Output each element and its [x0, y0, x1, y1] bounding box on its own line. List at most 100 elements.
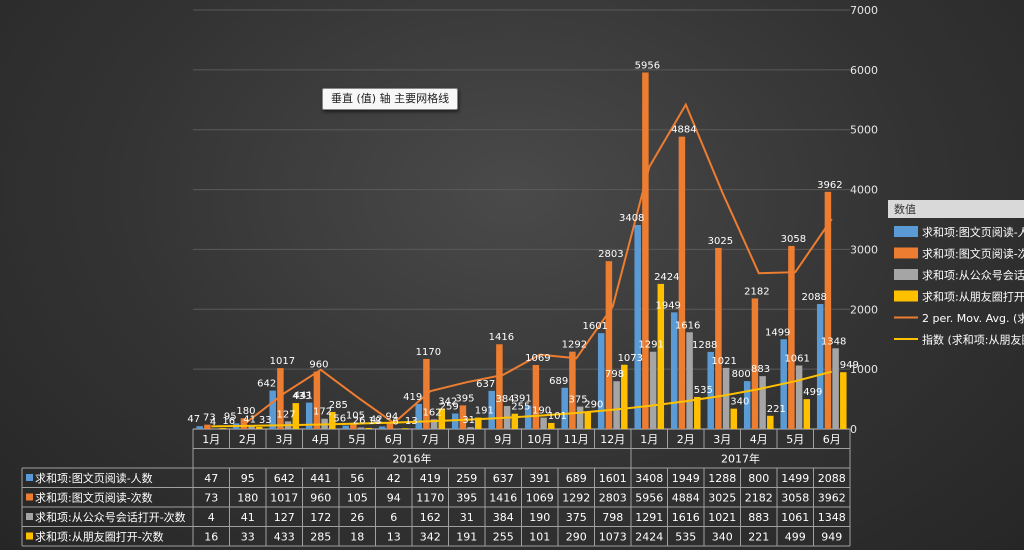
data-label-2: 1069: [525, 353, 550, 364]
bar-4: [365, 427, 373, 429]
data-label-3: 1348: [821, 336, 846, 347]
x-category-label: 1月: [640, 433, 658, 446]
table-cell: 105: [347, 492, 368, 505]
bar-4: [840, 372, 847, 429]
data-label-4: 221: [767, 404, 786, 415]
legend-title: 数值: [894, 203, 916, 216]
x-category-label: 5月: [348, 433, 366, 446]
data-label-3: 883: [751, 364, 770, 375]
table-cell: 5956: [635, 492, 663, 505]
bar-1: [743, 381, 751, 429]
y-tick-label: 5000: [850, 124, 878, 137]
table-cell: 1949: [672, 472, 700, 485]
data-label-2: 2182: [744, 286, 769, 297]
data-label-3: 375: [569, 395, 588, 406]
data-label-3: 26: [353, 415, 366, 426]
table-series-name: 求和项:从朋友圈打开-次数: [35, 530, 164, 544]
bar-4: [803, 399, 811, 429]
table-cell: 41: [241, 511, 255, 524]
data-label-2: 105: [346, 411, 365, 422]
table-series-name: 求和项:从公众号会话打开-次数: [35, 510, 186, 524]
data-label-1: 800: [732, 369, 751, 380]
y-tick-label: 0: [850, 423, 857, 436]
table-cell: 419: [420, 472, 441, 485]
bar-3: [540, 417, 547, 429]
table-cell: 26: [350, 511, 364, 524]
bar-1: [378, 426, 386, 429]
data-label-1: 419: [403, 392, 422, 403]
table-cell: 1073: [599, 531, 627, 544]
table-cell: 4: [208, 511, 215, 524]
bar-3: [795, 365, 803, 429]
bar-3: [357, 427, 365, 429]
data-label-4: 499: [803, 387, 822, 398]
data-label-4: 2424: [654, 272, 679, 283]
bar-1: [415, 403, 422, 429]
table-cell: 800: [748, 472, 769, 485]
data-label-3: 127: [277, 409, 296, 420]
table-legend-key: [26, 474, 33, 481]
bar-1: [816, 304, 824, 429]
data-label-2: 4884: [671, 125, 696, 136]
x-category-label: 3月: [713, 433, 731, 446]
x-group-label: 2016年: [393, 452, 432, 466]
bar-3: [722, 367, 730, 429]
data-label-4: 290: [584, 400, 603, 411]
data-label-2: 5956: [635, 60, 660, 71]
data-label-2: 960: [309, 360, 328, 371]
bar-4: [511, 413, 519, 429]
bar-2: [788, 245, 795, 429]
bar-4: [438, 408, 446, 429]
table-cell: 172: [310, 511, 331, 524]
table-cell: 1288: [708, 472, 736, 485]
table-cell: 162: [420, 511, 441, 524]
data-label-4: 949: [840, 360, 859, 371]
table-cell: 499: [785, 531, 806, 544]
table-cell: 2424: [635, 531, 663, 544]
table-cell: 1061: [781, 511, 809, 524]
data-label-3: 190: [532, 406, 551, 417]
table-cell: 1601: [599, 472, 627, 485]
bar-4: [475, 417, 482, 429]
table-cell: 2803: [599, 492, 627, 505]
bar-3: [759, 376, 766, 429]
data-label-1: 391: [513, 394, 532, 405]
table-cell: 94: [387, 492, 401, 505]
data-label-3: 798: [605, 369, 624, 380]
table-cell: 689: [566, 472, 587, 485]
x-category-label: 1月: [202, 433, 220, 446]
legend-swatch-bar: [894, 290, 918, 302]
table-cell: 395: [456, 492, 477, 505]
table-cell: 441: [310, 472, 331, 485]
table-cell: 1291: [635, 511, 663, 524]
bar-2: [496, 344, 503, 429]
table-cell: 42: [387, 472, 401, 485]
data-label-4: 33: [259, 415, 272, 426]
table-cell: 1416: [489, 492, 517, 505]
table-cell: 642: [274, 472, 295, 485]
y-tick-label: 6000: [850, 64, 878, 77]
data-label-2: 94: [386, 411, 399, 422]
bar-2: [678, 136, 686, 429]
x-category-label: 2月: [239, 433, 257, 446]
table-cell: 384: [493, 511, 514, 524]
table-cell: 3058: [781, 492, 809, 505]
data-label-4: 285: [329, 400, 348, 411]
table-cell: 221: [748, 531, 769, 544]
data-label-2: 2803: [598, 249, 623, 260]
bar-1: [342, 425, 349, 429]
table-series-name: 求和项:图文页阅读-次数: [35, 491, 153, 505]
y-tick-label: 4000: [850, 184, 878, 197]
y-tick-label: 1000: [850, 363, 878, 376]
bar-1: [634, 225, 641, 429]
table-cell: 95: [241, 472, 255, 485]
x-category-label: 11月: [564, 433, 589, 446]
bar-3: [394, 428, 401, 430]
data-label-3: 41: [243, 415, 256, 426]
table-cell: 1017: [270, 492, 298, 505]
data-label-4: 255: [511, 402, 530, 413]
data-label-4: 433: [292, 391, 311, 402]
bar-3: [576, 406, 584, 429]
table-cell: 290: [566, 531, 587, 544]
table-cell: 960: [310, 492, 331, 505]
